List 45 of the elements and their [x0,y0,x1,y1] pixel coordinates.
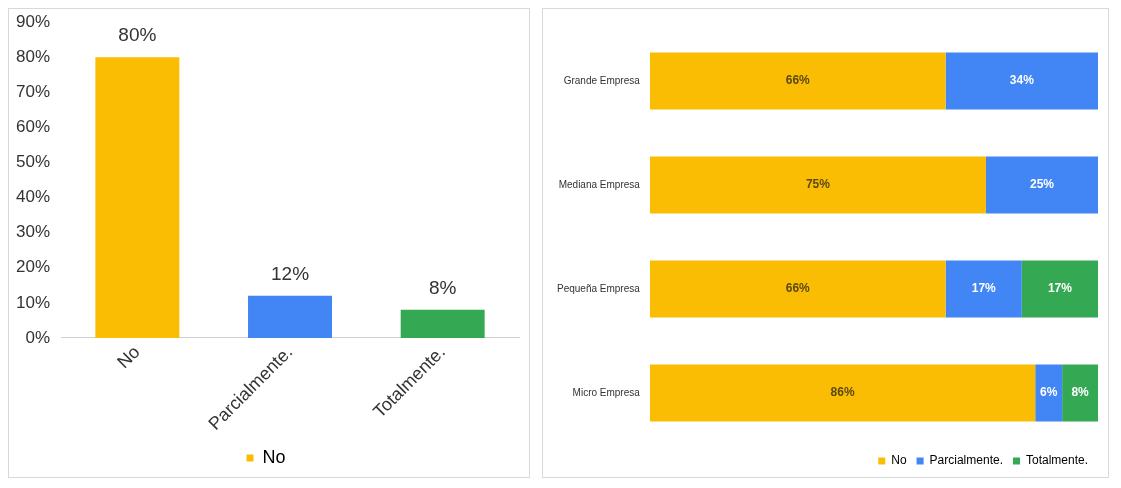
y-tick-label: 70% [15,82,51,102]
data-label: 80% [118,24,157,46]
bar [95,57,180,338]
bar [649,260,946,318]
data-label: 17% [971,281,997,296]
x-tick-label: No [113,341,144,373]
bar [649,156,986,214]
data-label: 66% [785,281,811,296]
bar [649,364,1036,422]
legend-label: Totalmente. [1025,453,1089,468]
bar [400,309,485,338]
y-tick-label: 80% [15,46,51,66]
data-label: 6% [1040,385,1058,400]
y-tick-label: Pequeña Empresa [556,282,641,294]
legend-label: No [891,453,907,468]
data-label: 12% [271,262,310,284]
data-label: 17% [1047,281,1073,296]
y-tick-label: 50% [15,152,51,172]
y-tick-label: 30% [15,222,51,242]
bar [945,260,1022,318]
bar [945,52,1098,110]
y-tick-label: Mediana Empresa [558,178,641,190]
y-tick-label: 90% [15,11,51,31]
legend-label: No [262,446,286,467]
data-label: 75% [805,177,831,192]
legend-label: Parcialmente. [929,453,1003,468]
bar [1021,260,1098,318]
bar [1062,364,1098,422]
y-tick-label: Grande Empresa [563,74,641,86]
bar [1035,364,1063,422]
y-tick-label: 20% [15,257,51,277]
y-tick-label: 60% [15,117,51,137]
y-tick-label: 40% [15,187,51,207]
data-label: 86% [830,385,855,400]
bar [248,295,332,338]
data-label: 66% [785,73,811,88]
bar [649,52,946,110]
y-tick-label: 10% [15,292,51,312]
y-tick-label: Micro Empresa [572,386,641,398]
data-label: 8% [1071,385,1090,400]
y-tick-label: 0% [25,327,51,347]
data-label: 8% [428,276,457,298]
bar [985,156,1098,214]
data-label: 25% [1029,177,1055,192]
data-label: 34% [1009,73,1035,88]
